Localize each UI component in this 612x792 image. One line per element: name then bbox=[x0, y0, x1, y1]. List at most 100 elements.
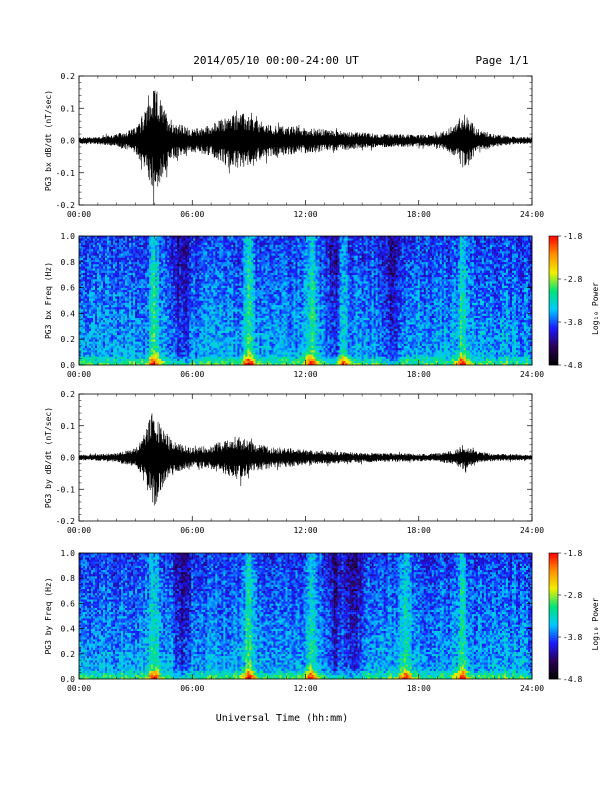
spectrogram-cell bbox=[183, 307, 185, 309]
spectrogram-cell bbox=[147, 296, 149, 298]
spectrogram-cell bbox=[161, 249, 163, 251]
spectrogram-cell bbox=[179, 335, 181, 337]
spectrogram-cell bbox=[107, 350, 109, 352]
spectrogram-cell bbox=[237, 341, 239, 343]
spectrogram-cell bbox=[193, 292, 195, 294]
spectrogram-cell bbox=[191, 281, 193, 283]
spectrogram-cell bbox=[127, 324, 129, 326]
spectrogram-cell bbox=[139, 316, 141, 318]
spectrogram-cell bbox=[185, 264, 187, 266]
spectrogram-cell bbox=[139, 333, 141, 335]
spectrogram-cell bbox=[123, 354, 125, 356]
spectrogram-cell bbox=[95, 281, 97, 283]
spectrogram-cell bbox=[207, 285, 209, 287]
spectrogram-cell bbox=[101, 298, 103, 300]
spectrogram-cell bbox=[203, 266, 205, 268]
spectrogram-cell bbox=[111, 247, 113, 249]
spectrogram-cell bbox=[85, 285, 87, 287]
spectrogram-cell bbox=[193, 281, 195, 283]
spectrogram-cell bbox=[125, 279, 127, 281]
spectrogram-cell bbox=[167, 318, 169, 320]
spectrogram-cell bbox=[175, 292, 177, 294]
spectrogram-cell bbox=[241, 335, 243, 337]
spectrogram-cell bbox=[125, 277, 127, 279]
spectrogram-cell bbox=[233, 328, 235, 330]
spectrogram-cell bbox=[237, 324, 239, 326]
spectrogram-cell bbox=[225, 249, 227, 251]
spectrogram-cell bbox=[87, 285, 89, 287]
spectrogram-cell bbox=[167, 335, 169, 337]
spectrogram-cell bbox=[129, 290, 131, 292]
spectrogram-cell bbox=[115, 275, 117, 277]
spectrogram-cell bbox=[129, 309, 131, 311]
spectrogram-cell bbox=[99, 348, 101, 350]
spectrogram-cell bbox=[193, 341, 195, 343]
spectrogram-cell bbox=[153, 242, 155, 244]
spectrogram-cell bbox=[155, 344, 157, 346]
spectrogram-cell bbox=[217, 311, 219, 313]
spectrogram-cell bbox=[165, 294, 167, 296]
spectrogram-cell bbox=[133, 320, 135, 322]
spectrogram-cell bbox=[85, 350, 87, 352]
spectrogram-cell bbox=[141, 247, 143, 249]
spectrogram-cell bbox=[173, 247, 175, 249]
spectrogram-cell bbox=[193, 275, 195, 277]
spectrogram-cell bbox=[237, 337, 239, 339]
spectrogram-cell bbox=[81, 301, 83, 303]
spectrogram-cell bbox=[81, 245, 83, 247]
spectrogram-cell bbox=[117, 292, 119, 294]
spectrogram-cell bbox=[175, 337, 177, 339]
spectrogram-cell bbox=[137, 260, 139, 262]
spectrogram-cell bbox=[207, 318, 209, 320]
spectrogram-cell bbox=[135, 242, 137, 244]
spectrogram-cell bbox=[187, 344, 189, 346]
spectrogram-cell bbox=[133, 339, 135, 341]
spectrogram-cell bbox=[153, 251, 155, 253]
spectrogram-cell bbox=[89, 322, 91, 324]
spectrogram-cell bbox=[179, 341, 181, 343]
spectrogram-cell bbox=[215, 270, 217, 272]
spectrogram-cell bbox=[201, 294, 203, 296]
spectrogram-cell bbox=[227, 253, 229, 255]
spectrogram-cell bbox=[103, 341, 105, 343]
spectrogram-cell bbox=[141, 303, 143, 305]
spectrogram-cell bbox=[93, 322, 95, 324]
spectrogram-cell bbox=[159, 322, 161, 324]
spectrogram-cell bbox=[149, 350, 151, 352]
spectrogram-cell bbox=[231, 238, 233, 240]
spectrogram-cell bbox=[137, 361, 139, 363]
spectrogram-cell bbox=[137, 346, 139, 348]
spectrogram-cell bbox=[123, 268, 125, 270]
spectrogram-cell bbox=[201, 264, 203, 266]
spectrogram-cell bbox=[141, 341, 143, 343]
spectrogram-cell bbox=[229, 253, 231, 255]
spectrogram-cell bbox=[201, 247, 203, 249]
spectrogram-cell bbox=[81, 352, 83, 354]
spectrogram-cell bbox=[221, 307, 223, 309]
spectrogram-cell bbox=[223, 251, 225, 253]
spectrogram-cell bbox=[197, 253, 199, 255]
spectrogram-cell bbox=[133, 247, 135, 249]
spectrogram-cell bbox=[89, 292, 91, 294]
spectrogram-cell bbox=[109, 309, 111, 311]
spectrogram-cell bbox=[199, 331, 201, 333]
spectrogram-cell bbox=[189, 281, 191, 283]
spectrogram-cell bbox=[97, 247, 99, 249]
spectrogram-cell bbox=[169, 322, 171, 324]
spectrogram-cell bbox=[95, 262, 97, 264]
spectrogram-cell bbox=[161, 324, 163, 326]
spectrogram-cell bbox=[235, 264, 237, 266]
spectrogram-cell bbox=[195, 335, 197, 337]
spectrogram-cell bbox=[165, 264, 167, 266]
spectrogram-cell bbox=[115, 356, 117, 358]
spectrogram-cell bbox=[189, 290, 191, 292]
spectrogram-cell bbox=[177, 337, 179, 339]
spectrogram-cell bbox=[109, 296, 111, 298]
spectrogram-cell bbox=[161, 242, 163, 244]
spectrogram-cell bbox=[145, 352, 147, 354]
spectrogram-cell bbox=[157, 262, 159, 264]
spectrogram-cell bbox=[87, 354, 89, 356]
spectrogram-cell bbox=[231, 324, 233, 326]
spectrogram-cell bbox=[175, 320, 177, 322]
spectrogram-cell bbox=[129, 346, 131, 348]
